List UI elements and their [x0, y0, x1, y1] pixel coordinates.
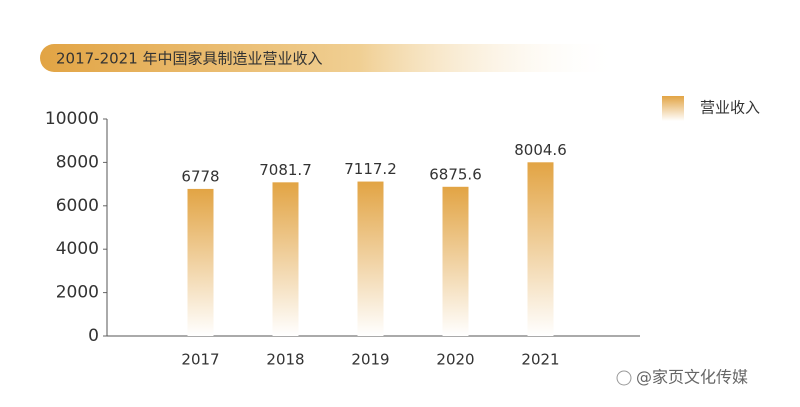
bar — [357, 181, 384, 336]
y-tick-label: 4000 — [56, 239, 99, 259]
legend-label: 营业收入 — [700, 99, 760, 117]
y-tick-label: 2000 — [56, 283, 99, 303]
y-tick-label: 6000 — [56, 196, 99, 216]
y-tick-label: 8000 — [56, 152, 99, 172]
value-label: 7117.2 — [344, 160, 397, 178]
value-label: 6778 — [181, 167, 219, 185]
watermark-icon — [616, 370, 632, 386]
x-tick-label: 2020 — [436, 351, 474, 369]
legend-swatch — [662, 96, 684, 121]
watermark: @家页文化传媒 — [636, 368, 748, 387]
bar — [187, 188, 214, 336]
bar — [272, 182, 299, 336]
y-tick-label: 0 — [88, 326, 99, 346]
value-label: 7081.7 — [259, 161, 312, 179]
y-tick-label: 10000 — [45, 109, 99, 129]
title-bar — [40, 44, 620, 72]
x-tick-label: 2019 — [351, 351, 389, 369]
value-label: 8004.6 — [514, 141, 567, 159]
x-tick-label: 2021 — [521, 351, 559, 369]
bar — [527, 162, 554, 336]
x-tick-label: 2018 — [266, 351, 304, 369]
value-label: 6875.6 — [429, 165, 482, 183]
chart-title: 2017-2021 年中国家具制造业营业收入 — [56, 50, 323, 68]
x-tick-label: 2017 — [181, 351, 219, 369]
bar — [442, 186, 469, 336]
